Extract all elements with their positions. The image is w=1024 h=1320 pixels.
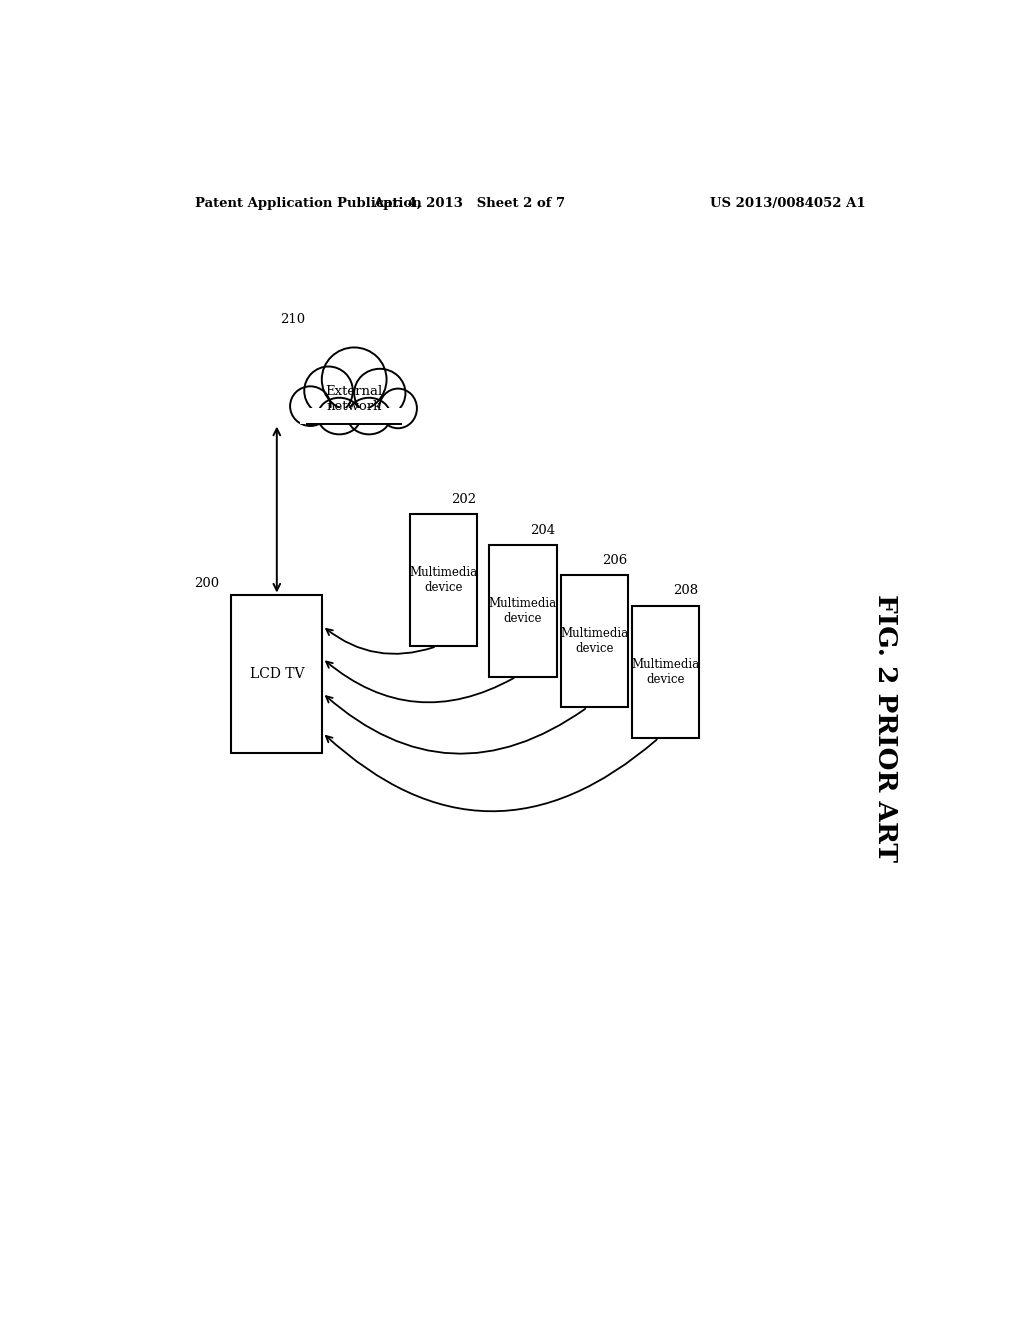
Ellipse shape (347, 397, 390, 434)
Text: FIG. 2 PRIOR ART: FIG. 2 PRIOR ART (873, 594, 898, 862)
FancyArrowPatch shape (327, 628, 434, 653)
Text: Multimedia
device: Multimedia device (410, 566, 477, 594)
Text: LCD TV: LCD TV (250, 667, 304, 681)
Bar (300, 408, 409, 424)
Bar (489, 545, 557, 677)
Bar (410, 515, 477, 647)
Text: US 2013/0084052 A1: US 2013/0084052 A1 (711, 197, 866, 210)
FancyArrowPatch shape (326, 737, 656, 812)
Text: Multimedia
device: Multimedia device (488, 597, 557, 624)
Text: 208: 208 (674, 585, 698, 598)
Text: External
network: External network (326, 384, 383, 413)
Text: 200: 200 (195, 577, 219, 590)
Ellipse shape (304, 367, 353, 416)
Text: 204: 204 (530, 524, 556, 536)
Text: 206: 206 (602, 554, 627, 568)
Bar (231, 595, 323, 752)
Text: Multimedia
device: Multimedia device (632, 657, 699, 685)
Bar (632, 606, 699, 738)
FancyArrowPatch shape (326, 696, 586, 754)
Text: Patent Application Publication: Patent Application Publication (196, 197, 422, 210)
Ellipse shape (379, 388, 417, 428)
Ellipse shape (290, 387, 331, 426)
Text: Multimedia
device: Multimedia device (560, 627, 629, 655)
Ellipse shape (322, 347, 386, 412)
Ellipse shape (317, 397, 360, 434)
Text: Apr. 4, 2013   Sheet 2 of 7: Apr. 4, 2013 Sheet 2 of 7 (373, 197, 565, 210)
FancyArrowPatch shape (326, 661, 514, 702)
Bar (560, 576, 628, 708)
Text: 202: 202 (452, 492, 476, 506)
Ellipse shape (354, 368, 406, 417)
Text: 210: 210 (280, 313, 305, 326)
